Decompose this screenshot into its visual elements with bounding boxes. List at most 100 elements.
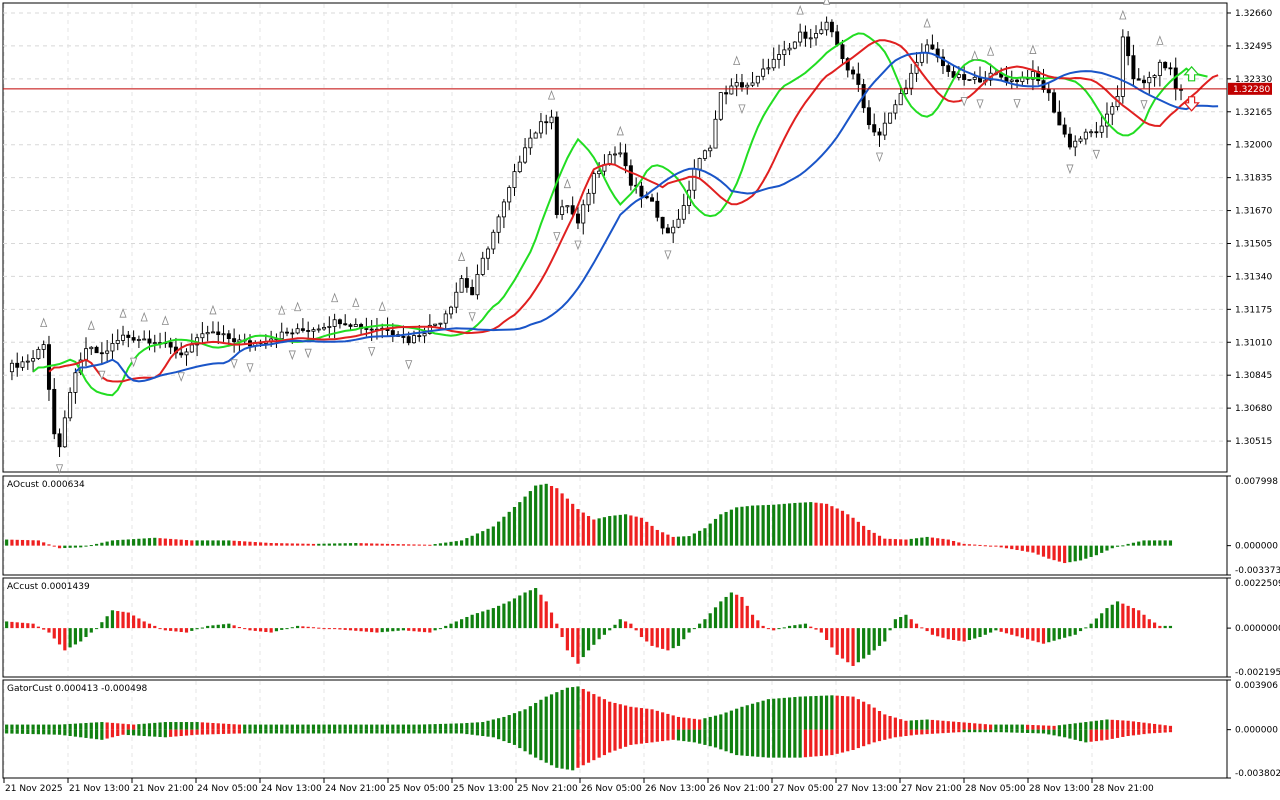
- fractal-up-marker: [119, 308, 127, 318]
- histogram-bar: [396, 628, 400, 631]
- histogram-bar: [52, 545, 56, 547]
- gator-lower-bar: [190, 729, 194, 736]
- x-tick-label: 26 Nov 13:00: [645, 784, 706, 794]
- gator-upper-bar: [888, 715, 892, 730]
- gator-lower-bar: [618, 729, 622, 749]
- gator-upper-bar: [825, 695, 829, 730]
- histogram-bar: [481, 531, 485, 546]
- histogram-bar: [338, 628, 342, 630]
- gator-lower-bar: [179, 729, 183, 737]
- gator-lower-bar: [428, 729, 432, 734]
- gator-lower-bar: [10, 729, 14, 734]
- gator-lower-bar: [846, 729, 850, 752]
- gator-lower-bar: [703, 729, 707, 745]
- fractal-down-marker: [1140, 100, 1148, 110]
- histogram-bar: [899, 539, 903, 546]
- gator-lower-bar: [211, 729, 215, 735]
- histogram-bar: [634, 628, 638, 631]
- histogram-bar: [835, 628, 839, 655]
- histogram-bar: [825, 628, 829, 640]
- histogram-bar: [830, 506, 834, 546]
- gator-upper-bar: [623, 705, 628, 730]
- gator-upper-bar: [322, 724, 326, 730]
- gator-lower-bar: [676, 729, 681, 741]
- candle: [856, 73, 861, 85]
- histogram-bar: [264, 542, 268, 546]
- candle: [591, 173, 596, 194]
- histogram-bar: [586, 628, 591, 651]
- histogram-bar: [967, 544, 972, 546]
- candle: [131, 337, 136, 341]
- histogram-bar: [73, 628, 78, 645]
- histogram-bar: [830, 628, 834, 648]
- histogram-bar: [163, 538, 167, 546]
- histogram-bar: [327, 543, 331, 546]
- gator-upper-bar: [497, 718, 501, 730]
- gator-lower-bar: [94, 729, 99, 740]
- gator-upper-bar: [560, 689, 564, 730]
- candle: [427, 324, 432, 334]
- histogram-bar: [26, 623, 30, 629]
- gator-lower-bar: [42, 729, 46, 735]
- histogram-bar: [1068, 545, 1072, 563]
- histogram-bar: [867, 529, 871, 546]
- candle: [337, 319, 342, 325]
- histogram-bar: [63, 545, 67, 549]
- gator-lower-bar: [1047, 729, 1051, 735]
- gator-upper-bar: [36, 724, 40, 730]
- histogram-bar: [444, 625, 448, 629]
- histogram-bar: [460, 540, 464, 546]
- histogram-bar: [105, 616, 109, 629]
- histogram-bar: [1031, 545, 1035, 553]
- buy-arrow-icon: [1183, 65, 1200, 82]
- histogram-bar: [1142, 540, 1146, 546]
- histogram-bar: [412, 628, 416, 632]
- ma-line-1: [48, 39, 1219, 383]
- histogram-bar: [105, 541, 109, 546]
- gator-upper-bar: [872, 707, 876, 730]
- candle: [475, 274, 480, 296]
- candle: [89, 346, 94, 350]
- histogram-bar: [999, 545, 1003, 548]
- gator-upper-bar: [1131, 721, 1136, 730]
- histogram-bar: [676, 628, 681, 646]
- gator-lower-bar: [825, 729, 829, 756]
- candle: [692, 168, 697, 191]
- candle: [1131, 55, 1136, 80]
- gator-lower-bar: [121, 729, 125, 735]
- candle: [411, 335, 416, 344]
- histogram-bar: [851, 517, 855, 546]
- histogram-bar: [713, 607, 718, 629]
- candle: [353, 324, 358, 327]
- gator-upper-bar: [481, 722, 485, 730]
- candle: [755, 75, 760, 84]
- gator-lower-bar: [899, 729, 903, 737]
- gator-upper-bar: [671, 715, 675, 730]
- gator-upper-bar: [1031, 724, 1035, 730]
- histogram-bar: [221, 624, 226, 629]
- candle: [840, 44, 845, 60]
- histogram-bar: [803, 623, 808, 629]
- histogram-bar: [1105, 608, 1109, 629]
- histogram-bar: [581, 512, 585, 546]
- fractal-down-marker: [553, 232, 561, 242]
- gator-upper-bar: [206, 722, 210, 730]
- fractal-down-marker: [664, 250, 672, 260]
- histogram-bar: [608, 516, 612, 546]
- histogram-bar: [846, 628, 850, 663]
- gator-lower-bar: [407, 729, 411, 734]
- candle: [295, 328, 300, 334]
- histogram-bar: [274, 628, 279, 632]
- histogram-bar: [438, 628, 443, 630]
- gator-lower-bar: [1168, 729, 1173, 733]
- gator-lower-bar: [560, 729, 564, 769]
- histogram-bar: [920, 627, 924, 629]
- candle: [73, 372, 78, 393]
- histogram-bar: [560, 628, 564, 638]
- histogram-bar: [1094, 545, 1098, 556]
- gator-upper-bar: [555, 692, 559, 730]
- histogram-bar: [623, 621, 628, 629]
- histogram-bar: [925, 628, 929, 632]
- gator-upper-bar: [1073, 723, 1077, 730]
